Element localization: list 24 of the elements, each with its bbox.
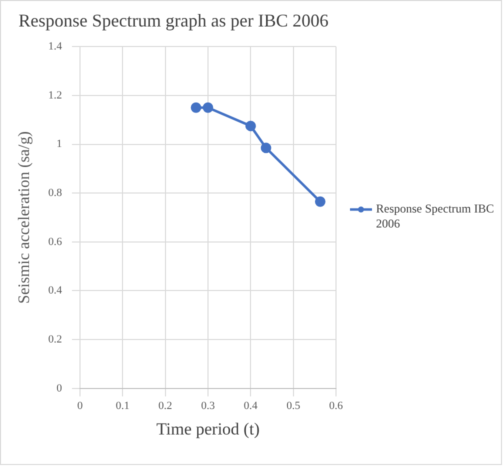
y-tick-label: 0.8 — [48, 186, 62, 199]
chart-title: Response Spectrum graph as per IBC 2006 — [18, 10, 328, 31]
y-tick-label: 1 — [56, 138, 62, 150]
point — [190, 102, 202, 113]
point — [260, 142, 272, 154]
x-tick-label: 0.1 — [116, 400, 130, 412]
y-tick-label: 1.4 — [48, 40, 62, 52]
y-tick-label: 0.6 — [48, 236, 62, 248]
x-tick-label: 0.6 — [329, 400, 344, 412]
point — [245, 120, 256, 132]
y-tick-label: 0.4 — [48, 284, 62, 297]
x-tick-label: 0 — [77, 400, 84, 412]
x-tick-label: 0.3 — [201, 400, 216, 412]
point — [202, 102, 214, 113]
x-tick-label: 0.4 — [244, 400, 258, 412]
point — [314, 196, 326, 207]
y-tick-label: 1.2 — [48, 89, 62, 102]
y-tick-label: 0 — [56, 382, 62, 394]
y-tick-label: 0.2 — [48, 333, 62, 346]
legend-label: Response Spectrum IBC 2006 — [376, 202, 494, 231]
x-axis-title: Time period (t) — [156, 419, 260, 438]
x-tick-label: 0.5 — [286, 400, 301, 412]
y-axis-title: Seismic acceleration (sa/g) — [16, 131, 33, 304]
x-tick-label: 0.2 — [158, 400, 172, 412]
